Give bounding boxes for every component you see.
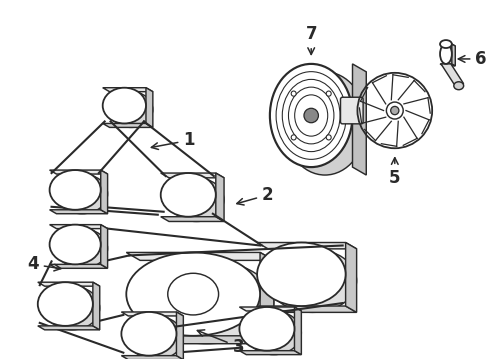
Text: 6: 6 xyxy=(458,50,487,68)
Polygon shape xyxy=(440,44,455,46)
Ellipse shape xyxy=(240,307,294,351)
Ellipse shape xyxy=(454,82,464,90)
Polygon shape xyxy=(161,217,224,221)
Text: 3: 3 xyxy=(197,330,244,356)
Ellipse shape xyxy=(387,102,403,119)
Polygon shape xyxy=(38,326,100,330)
Ellipse shape xyxy=(103,88,146,123)
Ellipse shape xyxy=(49,170,101,210)
Ellipse shape xyxy=(284,72,366,175)
Ellipse shape xyxy=(291,135,296,140)
Polygon shape xyxy=(146,88,153,127)
Ellipse shape xyxy=(268,249,357,312)
Polygon shape xyxy=(257,243,357,249)
Polygon shape xyxy=(176,312,183,360)
Ellipse shape xyxy=(291,91,296,96)
Polygon shape xyxy=(240,307,301,311)
Polygon shape xyxy=(101,170,108,214)
Polygon shape xyxy=(122,312,183,316)
Polygon shape xyxy=(440,64,455,66)
Polygon shape xyxy=(49,210,108,214)
Polygon shape xyxy=(294,307,301,355)
Text: 5: 5 xyxy=(389,158,400,187)
Polygon shape xyxy=(49,264,108,268)
Ellipse shape xyxy=(270,64,352,167)
Ellipse shape xyxy=(56,174,108,214)
Polygon shape xyxy=(452,44,455,66)
Polygon shape xyxy=(49,225,108,229)
Polygon shape xyxy=(441,64,464,84)
Ellipse shape xyxy=(122,312,176,356)
Ellipse shape xyxy=(304,108,318,123)
Ellipse shape xyxy=(282,80,340,152)
Ellipse shape xyxy=(110,92,153,127)
Polygon shape xyxy=(257,306,357,312)
Polygon shape xyxy=(103,123,153,127)
Polygon shape xyxy=(126,252,274,260)
Ellipse shape xyxy=(294,95,328,136)
Polygon shape xyxy=(240,351,301,355)
Polygon shape xyxy=(38,282,100,286)
Ellipse shape xyxy=(128,316,183,360)
Polygon shape xyxy=(49,170,108,174)
Ellipse shape xyxy=(38,282,93,326)
Polygon shape xyxy=(103,88,153,92)
Polygon shape xyxy=(216,173,224,221)
Polygon shape xyxy=(352,64,366,175)
Polygon shape xyxy=(345,243,357,312)
Polygon shape xyxy=(126,336,274,344)
Polygon shape xyxy=(122,356,183,360)
Text: 7: 7 xyxy=(305,25,317,54)
Ellipse shape xyxy=(168,273,219,315)
Polygon shape xyxy=(260,252,274,344)
Ellipse shape xyxy=(45,286,100,330)
Ellipse shape xyxy=(440,40,452,48)
Ellipse shape xyxy=(56,229,108,268)
Ellipse shape xyxy=(289,87,334,144)
Ellipse shape xyxy=(140,260,274,344)
Polygon shape xyxy=(93,282,100,330)
Ellipse shape xyxy=(440,44,452,64)
Text: 1: 1 xyxy=(151,131,195,149)
Ellipse shape xyxy=(326,135,331,140)
Ellipse shape xyxy=(443,46,455,66)
Text: 4: 4 xyxy=(27,255,61,273)
Ellipse shape xyxy=(246,311,301,355)
Ellipse shape xyxy=(257,243,345,306)
Ellipse shape xyxy=(276,72,346,159)
Ellipse shape xyxy=(169,178,224,221)
Polygon shape xyxy=(161,173,224,178)
Ellipse shape xyxy=(326,91,331,96)
FancyBboxPatch shape xyxy=(341,97,363,124)
Polygon shape xyxy=(101,225,108,268)
Ellipse shape xyxy=(161,173,216,217)
Ellipse shape xyxy=(126,252,260,336)
Ellipse shape xyxy=(49,225,101,264)
Text: 2: 2 xyxy=(237,186,273,205)
Ellipse shape xyxy=(391,107,399,115)
